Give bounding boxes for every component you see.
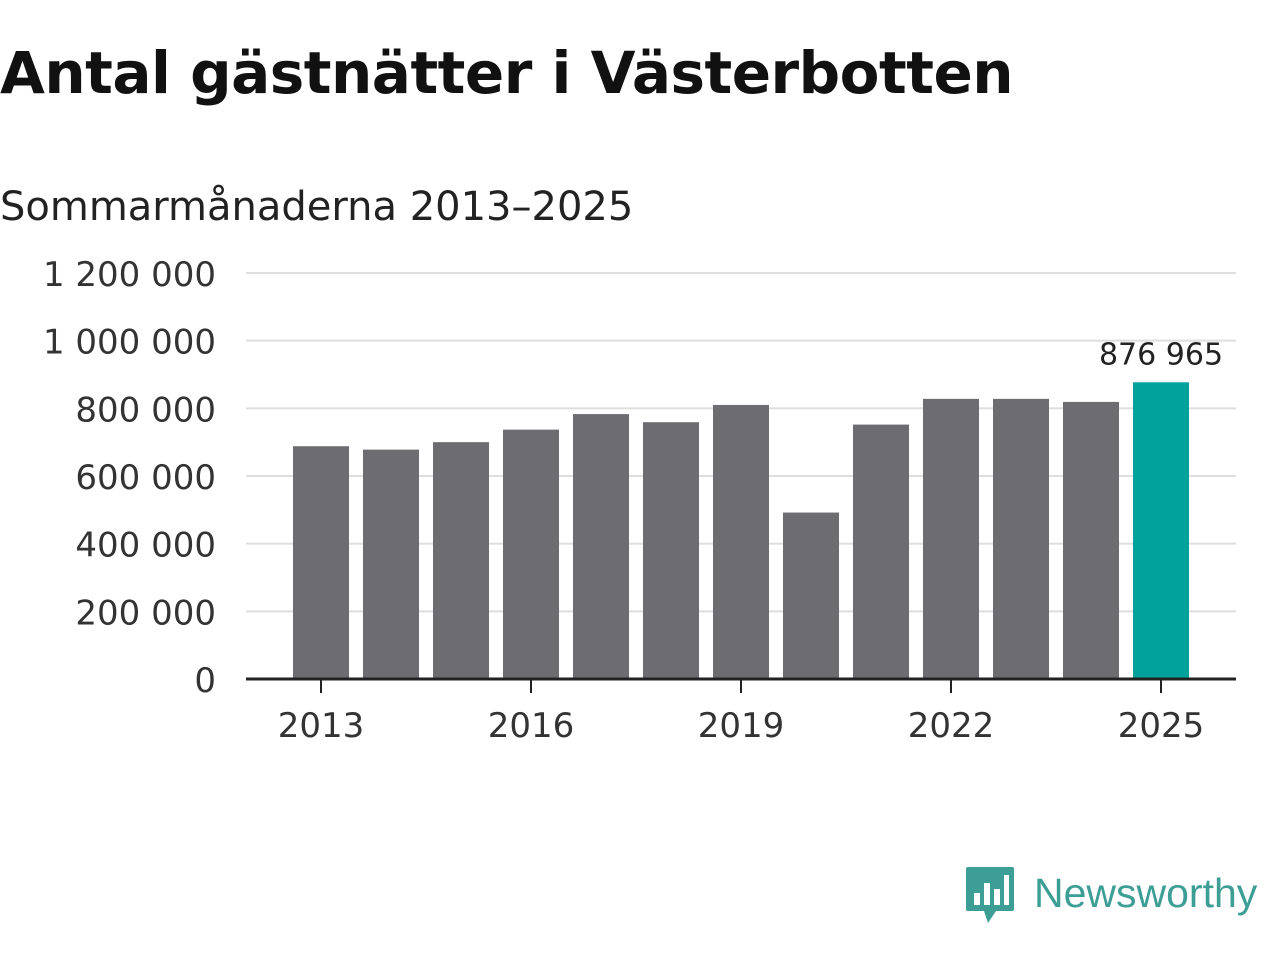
newsworthy-logo-icon	[966, 867, 1014, 923]
bar-2020	[783, 512, 839, 679]
newsworthy-logo: Newsworthy	[964, 864, 1257, 928]
bar-2013	[293, 446, 349, 679]
bar-2025	[1133, 382, 1189, 679]
y-tick-label: 0	[194, 661, 216, 701]
x-tick-label: 2016	[488, 706, 575, 746]
y-tick-label: 400 000	[75, 526, 216, 566]
y-tick-label: 1 200 000	[43, 255, 216, 295]
y-tick-label: 800 000	[75, 390, 216, 430]
bar-2017	[573, 414, 629, 679]
chart-title: Antal gästnätter i Västerbotten	[0, 39, 1014, 107]
bar-2015	[433, 442, 489, 679]
y-tick-label: 200 000	[75, 593, 216, 633]
data-label: 876 965	[1099, 337, 1223, 372]
bar-2019	[713, 404, 769, 679]
x-tick-label: 2025	[1118, 706, 1205, 746]
bar-2014	[363, 449, 419, 679]
x-tick-label: 2022	[908, 706, 995, 746]
x-tick-label: 2013	[278, 706, 365, 746]
bar-2022	[923, 398, 979, 679]
bar-2023	[993, 398, 1049, 679]
y-tick-label: 1 000 000	[43, 323, 216, 363]
bar-2018	[643, 422, 699, 679]
chart-subtitle: Sommarmånaderna 2013–2025	[0, 184, 634, 230]
y-tick-label: 600 000	[75, 458, 216, 498]
bar-2016	[503, 429, 559, 679]
x-tick-label: 2019	[698, 706, 785, 746]
bar-chart: 0 200 000 400 000 600 000 800 000 1 000 000 1 …	[43, 255, 1236, 746]
bar-2021	[853, 424, 909, 679]
logo-text: Newsworthy	[1034, 870, 1258, 916]
bar-2024	[1063, 401, 1119, 679]
